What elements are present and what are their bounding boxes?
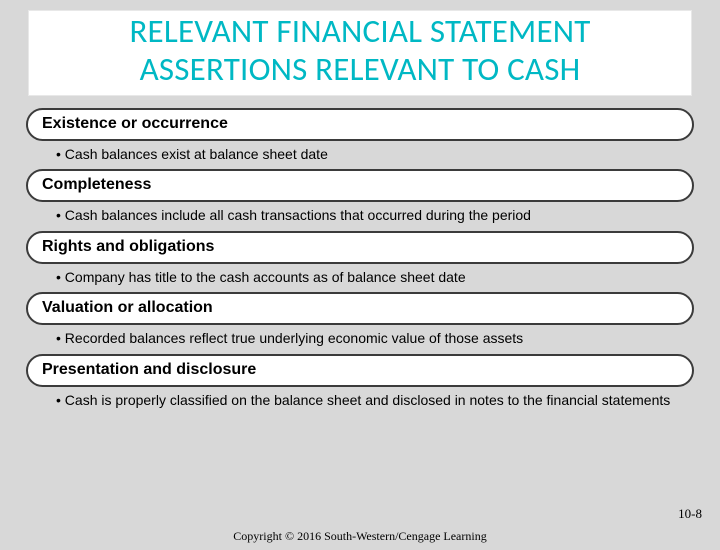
section-heading-pill: Presentation and disclosure	[26, 354, 694, 387]
page-title: RELEVANT FINANCIAL STATEMENT ASSERTIONS …	[47, 13, 673, 89]
page-number: 10-8	[678, 506, 702, 522]
section-heading-pill: Existence or occurrence	[26, 108, 694, 141]
section-heading-pill: Rights and obligations	[26, 231, 694, 264]
section-heading: Presentation and disclosure	[42, 361, 678, 379]
section-bullet: Cash balances exist at balance sheet dat…	[26, 141, 694, 168]
section-heading: Completeness	[42, 176, 678, 194]
section-heading: Rights and obligations	[42, 238, 678, 256]
section-heading-pill: Completeness	[26, 169, 694, 202]
content-region: Existence or occurrence Cash balances ex…	[0, 108, 720, 414]
section-bullet: Cash balances include all cash transacti…	[26, 202, 694, 229]
section-bullet: Recorded balances reflect true underlyin…	[26, 325, 694, 352]
section-heading: Existence or occurrence	[42, 115, 678, 133]
section-bullet: Company has title to the cash accounts a…	[26, 264, 694, 291]
title-box: RELEVANT FINANCIAL STATEMENT ASSERTIONS …	[28, 10, 692, 96]
section-bullet: Cash is properly classified on the balan…	[26, 387, 694, 414]
copyright-text: Copyright © 2016 South-Western/Cengage L…	[0, 529, 720, 544]
section-heading: Valuation or allocation	[42, 299, 678, 317]
section-heading-pill: Valuation or allocation	[26, 292, 694, 325]
